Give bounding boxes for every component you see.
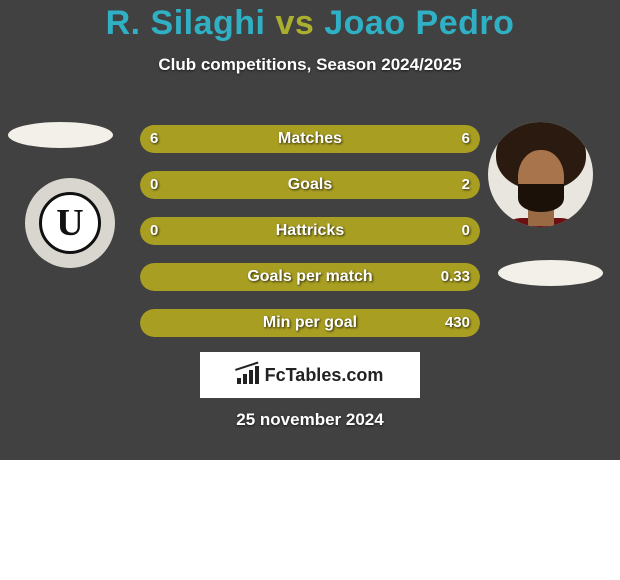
stat-label: Min per goal [140,309,480,337]
subtitle: Club competitions, Season 2024/2025 [0,55,620,75]
stat-value-left: 0 [150,171,158,199]
stat-row: Goals0 2 [140,171,480,199]
player2-club-placeholder [498,260,603,286]
comparison-infographic: R. Silaghi vs Joao Pedro Club competitio… [0,0,620,460]
stat-value-right: 430 [445,309,470,337]
page-title: R. Silaghi vs Joao Pedro [0,0,620,43]
stat-value-left: 0 [150,217,158,245]
player2-avatar [488,122,593,227]
title-vs: vs [266,4,325,42]
player1-avatar-placeholder [8,122,113,148]
stat-label: Goals [140,171,480,199]
chart-icon [237,366,259,384]
stat-value-left: 6 [150,125,158,153]
brand-attribution: FcTables.com [200,352,420,398]
stat-label: Matches [140,125,480,153]
stat-value-right: 6 [462,125,470,153]
stat-row: Min per goal430 [140,309,480,337]
stat-value-right: 0 [462,217,470,245]
title-player2: Joao Pedro [324,4,514,42]
player1-club-badge: U [25,178,115,268]
stat-label: Goals per match [140,263,480,291]
stat-row: Hattricks0 0 [140,217,480,245]
stat-value-right: 2 [462,171,470,199]
stat-rows: Matches66Goals02Hattricks00Goals per mat… [140,125,480,355]
stat-row: Goals per match0.33 [140,263,480,291]
stat-label: Hattricks [140,217,480,245]
brand-text: FcTables.com [265,365,384,386]
title-player1: R. Silaghi [106,4,266,42]
date-text: 25 november 2024 [0,410,620,430]
stat-value-right: 0.33 [441,263,470,291]
club-badge-letter: U [39,192,101,254]
stat-row: Matches6 6 [140,125,480,153]
